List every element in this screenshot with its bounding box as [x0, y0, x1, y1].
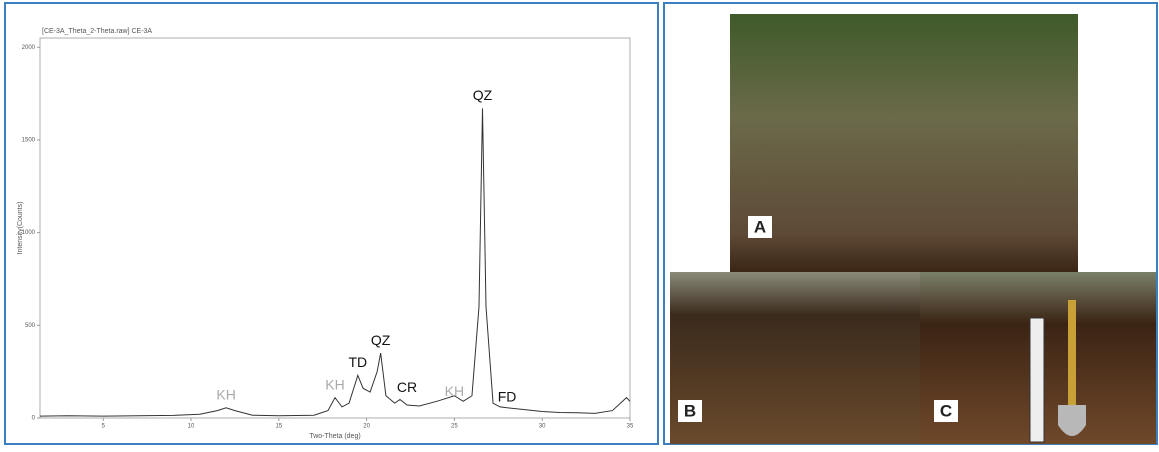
xrd-line [39, 108, 631, 417]
photo-label: A [754, 217, 766, 236]
peak-label: FD [498, 388, 517, 404]
y-tick-label: 1000 [22, 230, 36, 236]
peak-label: KH [445, 383, 464, 399]
x-tick-label: 35 [627, 424, 634, 430]
x-tick-label: 5 [102, 424, 106, 430]
scale-bar [1029, 317, 1045, 443]
photo-label: B [684, 401, 696, 420]
label-box [678, 400, 702, 422]
chart-panel [4, 2, 659, 445]
y-tick-label: 1500 [22, 138, 36, 144]
photo-label: C [940, 401, 952, 420]
shovel-handle [1068, 300, 1076, 410]
x-tick-label: 10 [188, 424, 195, 430]
peak-label: KH [216, 386, 235, 402]
label-box [748, 216, 772, 238]
peak-label: QZ [473, 87, 493, 103]
peak-label: QZ [371, 332, 391, 348]
x-tick-label: 25 [451, 424, 458, 430]
x-tick-label: 15 [275, 424, 282, 430]
photo-a [730, 14, 1078, 272]
y-tick-label: 0 [32, 416, 36, 422]
label-box [934, 400, 958, 422]
y-axis-label: Intensity(Counts) [17, 202, 24, 255]
chart-title: [CE-3A_Theta_2-Theta.raw] CE-3A [42, 28, 152, 35]
peak-label: KH [325, 376, 344, 392]
plot-frame [39, 37, 631, 419]
peak-label: CR [397, 379, 417, 395]
y-tick-label: 500 [25, 323, 36, 329]
photo-b [670, 272, 920, 444]
y-tick-label: 2000 [22, 45, 36, 51]
shovel-blade [1058, 405, 1086, 436]
x-tick-label: 20 [363, 424, 370, 430]
x-tick-label: 30 [539, 424, 546, 430]
x-axis-label: Two-Theta (deg) [309, 433, 360, 440]
peak-label: TD [348, 354, 367, 370]
